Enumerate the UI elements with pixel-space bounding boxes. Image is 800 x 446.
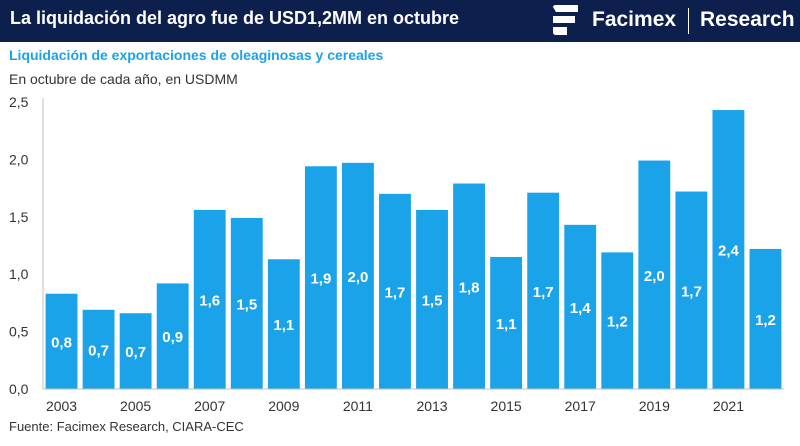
- data-label: 1,6: [199, 292, 220, 309]
- data-label: 1,7: [533, 284, 554, 301]
- bar: [379, 193, 411, 389]
- bar: [675, 191, 708, 389]
- bar: [453, 183, 486, 389]
- brand-divider: [688, 8, 689, 34]
- data-label: 1,5: [422, 292, 443, 309]
- chart-subtitle: En octubre de cada año, en USDMM: [9, 71, 238, 87]
- data-label: 1,4: [570, 300, 592, 317]
- data-label: 0,9: [162, 329, 183, 346]
- bar: [267, 259, 300, 389]
- data-label: 1,7: [385, 284, 406, 301]
- bar: [601, 252, 634, 389]
- data-label: 1,1: [496, 316, 517, 333]
- x-tick-label: 2021: [713, 398, 744, 414]
- data-label: 0,8: [51, 334, 72, 351]
- y-tick-label: 2,0: [9, 151, 29, 167]
- bar: [712, 110, 745, 389]
- y-tick-label: 1,0: [9, 266, 29, 282]
- x-tick-label: 2009: [268, 398, 299, 414]
- data-label: 2,4: [718, 243, 740, 260]
- bar: [638, 160, 671, 389]
- bar: [119, 313, 152, 389]
- header-bar: La liquidación del agro fue de USD1,2MM …: [0, 0, 800, 42]
- bar: [416, 209, 448, 389]
- x-tick-label: 2011: [343, 398, 373, 414]
- y-tick-label: 0,0: [9, 381, 29, 397]
- chart-title: Liquidación de exportaciones de oleagino…: [9, 47, 384, 63]
- x-tick-label: 2017: [565, 398, 596, 414]
- data-label: 1,8: [459, 279, 480, 296]
- header-title: La liquidación del agro fue de USD1,2MM …: [10, 8, 460, 28]
- data-label: 2,0: [644, 268, 665, 285]
- brand-name: Facimex: [592, 8, 677, 31]
- data-label: 1,9: [310, 271, 331, 288]
- data-label: 0,7: [125, 344, 146, 361]
- bar: [564, 224, 597, 389]
- x-tick-label: 2019: [639, 398, 670, 414]
- source-note: Fuente: Facimex Research, CIARA-CEC: [9, 419, 244, 434]
- bar: [341, 162, 374, 389]
- y-tick-label: 0,5: [9, 324, 29, 340]
- data-label: 0,7: [88, 342, 109, 359]
- data-label: 1,7: [681, 283, 702, 300]
- bar: [45, 293, 78, 389]
- bar: [490, 256, 523, 389]
- bar: [82, 309, 115, 389]
- x-tick-label: 2003: [46, 398, 77, 414]
- bar: [304, 166, 337, 389]
- brand-section: Research: [700, 8, 795, 31]
- bar: [193, 209, 226, 389]
- data-label: 1,5: [236, 296, 257, 313]
- x-tick-label: 2013: [416, 398, 447, 414]
- x-tick-label: 2015: [491, 398, 522, 414]
- data-label: 1,2: [607, 314, 628, 331]
- data-label: 1,2: [755, 312, 776, 329]
- data-label: 1,1: [273, 317, 294, 334]
- facimex-logo-icon: [553, 5, 578, 35]
- y-tick-label: 2,5: [9, 94, 29, 110]
- data-label: 2,0: [347, 269, 368, 286]
- x-tick-label: 2005: [120, 398, 151, 414]
- x-tick-label: 2007: [194, 398, 225, 414]
- bar: [230, 217, 263, 389]
- bar: [156, 283, 189, 389]
- bar: [749, 248, 782, 389]
- bar: [527, 192, 560, 389]
- y-tick-label: 1,5: [9, 209, 29, 225]
